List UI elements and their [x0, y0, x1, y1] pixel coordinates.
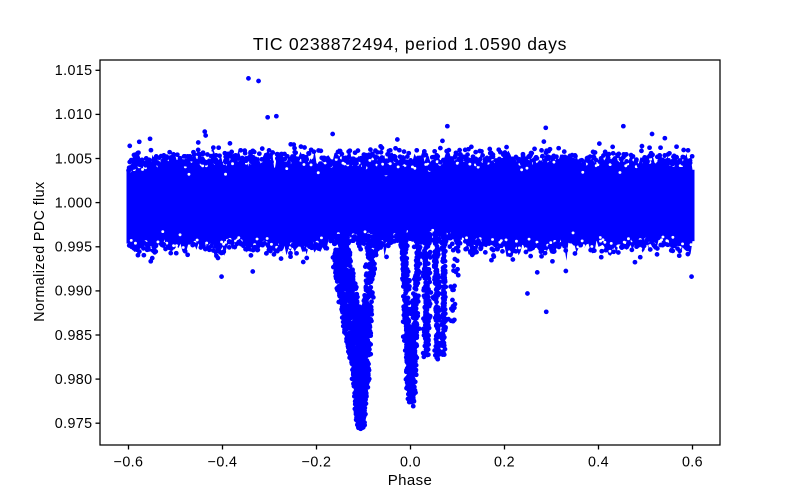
- svg-text:0.2: 0.2: [494, 455, 515, 471]
- svg-text:−0.2: −0.2: [302, 455, 332, 471]
- svg-text:0.990: 0.990: [55, 284, 93, 300]
- svg-text:1.010: 1.010: [55, 107, 93, 123]
- svg-text:TIC 0238872494, period 1.0590: TIC 0238872494, period 1.0590 days: [253, 34, 567, 54]
- svg-text:1.015: 1.015: [55, 63, 93, 79]
- svg-text:−0.4: −0.4: [208, 455, 238, 471]
- svg-text:0.980: 0.980: [55, 372, 93, 388]
- svg-text:1.005: 1.005: [55, 151, 93, 167]
- svg-text:Phase: Phase: [388, 472, 433, 489]
- svg-text:Normalized PDC flux: Normalized PDC flux: [32, 181, 48, 321]
- svg-text:0.6: 0.6: [682, 455, 703, 471]
- svg-text:0.0: 0.0: [400, 455, 421, 471]
- svg-text:1.000: 1.000: [55, 195, 93, 211]
- svg-text:0.4: 0.4: [588, 455, 609, 471]
- svg-text:0.985: 0.985: [55, 328, 93, 344]
- svg-text:−0.6: −0.6: [114, 455, 144, 471]
- svg-text:0.975: 0.975: [55, 416, 93, 432]
- svg-text:0.995: 0.995: [55, 240, 93, 256]
